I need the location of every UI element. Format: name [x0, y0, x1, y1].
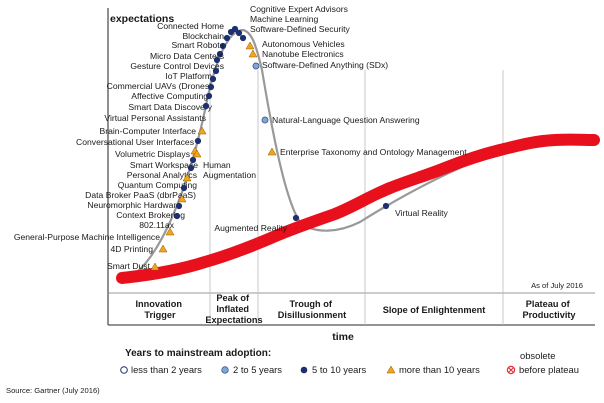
phase-innovation-trigger: Innovation Trigger	[135, 299, 184, 320]
marker-personal-analytics	[187, 164, 195, 172]
label-commercial-uavs-drones: Commercial UAVs (Drones)	[107, 81, 213, 91]
marker-smart-dust	[150, 262, 160, 271]
label-802-11ax: 802.11ax	[139, 220, 174, 230]
label-software-defined-anything-sdx: Software-Defined Anything (SDx)	[262, 60, 388, 70]
source-note: Source: Gartner (July 2016)	[6, 386, 100, 395]
label-blockchain: Blockchain	[182, 31, 224, 41]
label-data-broker-paas-dbrpaas: Data Broker PaaS (dbrPaaS)	[85, 190, 196, 200]
marker-virtual-reality	[382, 202, 390, 210]
legend: Years to mainstream adoption: obsolete l…	[120, 348, 579, 375]
marker-commercial-uavs-drones	[209, 75, 217, 83]
marker-blockchain	[223, 34, 231, 42]
legend-more-than-10-years: more than 10 years	[399, 364, 480, 375]
label-conversational-user-interfaces: Conversational User Interfaces	[76, 137, 194, 147]
marker-virtual-personal-assistants	[202, 102, 210, 110]
marker-smart-robots	[219, 42, 227, 50]
legend-2-to-5-years-marker	[221, 366, 229, 374]
legend-before-plateau: before plateau	[519, 364, 579, 375]
legend-less-than-2-years-marker	[120, 366, 128, 374]
label-affective-computing: Affective Computing	[131, 91, 208, 101]
label-quantum-computing: Quantum Computing	[118, 180, 198, 190]
label-natural-language-question-answering: Natural-Language Question Answering	[272, 115, 420, 125]
label-neuromorphic-hardware: Neuromorphic Hardware	[87, 200, 181, 210]
marker-natural-language-question-answering	[261, 116, 269, 124]
label-smart-workspace: Smart Workspace	[130, 160, 198, 170]
y-axis-label: expectations	[110, 13, 174, 25]
red-overlay-stroke	[116, 133, 600, 284]
legend-5-to-10-years: 5 to 10 years	[312, 364, 367, 375]
legend-less-than-2-years: less than 2 years	[131, 364, 202, 375]
label-enterprise-taxonomy-and-ontology-management: Enterprise Taxonomy and Ontology Managem…	[280, 147, 467, 157]
label-general-purpose-machine-intelligence: General-Purpose Machine Intelligence	[14, 232, 160, 242]
marker-neuromorphic-hardware	[177, 194, 187, 203]
label-smart-data-discovery: Smart Data Discovery	[128, 102, 212, 112]
legend-title: Years to mainstream adoption:	[125, 348, 271, 359]
label-iot-platform: IoT Platform	[165, 71, 212, 81]
label-software-defined-security: Software-Defined Security	[250, 24, 351, 34]
phase-peak-of-inflated-expectations: Peak of Inflated Expectations	[205, 293, 262, 325]
marker-autonomous-vehicles	[245, 41, 255, 50]
marker-nanotube-electronics	[248, 49, 258, 58]
label-micro-data-centers: Micro Data Centers	[150, 51, 224, 61]
label-4d-printing: 4D Printing	[110, 244, 153, 254]
marker-augmented-reality	[292, 214, 300, 222]
label-context-brokering: Context Brokering	[116, 210, 185, 220]
marker-gesture-control-devices	[213, 56, 221, 64]
label-smart-robots: Smart Robots	[171, 40, 224, 50]
marker-software-defined-anything-sdx	[252, 62, 260, 70]
marker-enterprise-taxonomy-and-ontology-management	[267, 147, 277, 156]
marker-connected-home	[227, 28, 235, 36]
label-human-augmentation: Human Augmentation	[203, 160, 256, 180]
label-machine-learning: Machine Learning	[250, 14, 319, 24]
marker-affective-computing	[207, 83, 215, 91]
legend-2-to-5-years: 2 to 5 years	[233, 364, 282, 375]
label-gesture-control-devices: Gesture Control Devices	[130, 61, 224, 71]
marker-machine-learning	[235, 29, 243, 37]
label-autonomous-vehicles: Autonomous Vehicles	[262, 39, 345, 49]
legend-obsolete-label: obsolete	[520, 350, 555, 361]
legend-more-than-10-years-marker	[386, 365, 396, 374]
marker-smart-data-discovery	[205, 92, 213, 100]
phase-plateau-of-productivity: Plateau of Productivity	[522, 299, 576, 320]
phase-trough-of-disillusionment: Trough of Disillusionment	[278, 299, 346, 320]
marker-4d-printing	[158, 244, 168, 253]
marker-micro-data-centers	[216, 50, 224, 58]
label-volumetric-displays: Volumetric Displays	[115, 149, 190, 159]
label-smart-dust: Smart Dust	[107, 261, 151, 271]
marker-conversational-user-interfaces	[194, 137, 202, 145]
marker-802-11ax	[173, 212, 181, 220]
label-brain-computer-interface: Brain-Computer Interface	[100, 126, 197, 136]
label-nanotube-electronics: Nanotube Electronics	[262, 49, 344, 59]
marker-context-brokering	[175, 202, 183, 210]
phase-labels: Innovation Trigger Peak of Inflated Expe…	[135, 293, 576, 325]
label-augmented-reality: Augmented Reality	[214, 223, 287, 233]
label-cognitive-expert-advisors: Cognitive Expert Advisors	[250, 4, 348, 14]
label-connected-home: Connected Home	[157, 21, 224, 31]
marker-data-broker-paas-dbrpaas	[180, 184, 188, 192]
marker-iot-platform	[212, 67, 220, 75]
x-axis-label: time	[332, 331, 354, 343]
label-personal-analytics: Personal Analytics	[127, 170, 197, 180]
legend-5-to-10-years-marker	[300, 366, 308, 374]
phase-slope-of-enlightenment: Slope of Enlightenment	[383, 305, 486, 315]
marker-human-augmentation	[192, 149, 202, 158]
as-of-label: As of July 2016	[531, 281, 583, 290]
marker-general-purpose-machine-intelligence	[165, 227, 175, 236]
label-virtual-personal-assistants: Virtual Personal Assistants	[104, 113, 206, 123]
marker-software-defined-security	[239, 34, 247, 42]
marker-brain-computer-interface	[197, 126, 207, 135]
legend-before-plateau-marker	[506, 365, 516, 375]
marker-quantum-computing	[182, 173, 192, 182]
marker-smart-workspace	[189, 156, 197, 164]
label-virtual-reality: Virtual Reality	[395, 208, 449, 218]
